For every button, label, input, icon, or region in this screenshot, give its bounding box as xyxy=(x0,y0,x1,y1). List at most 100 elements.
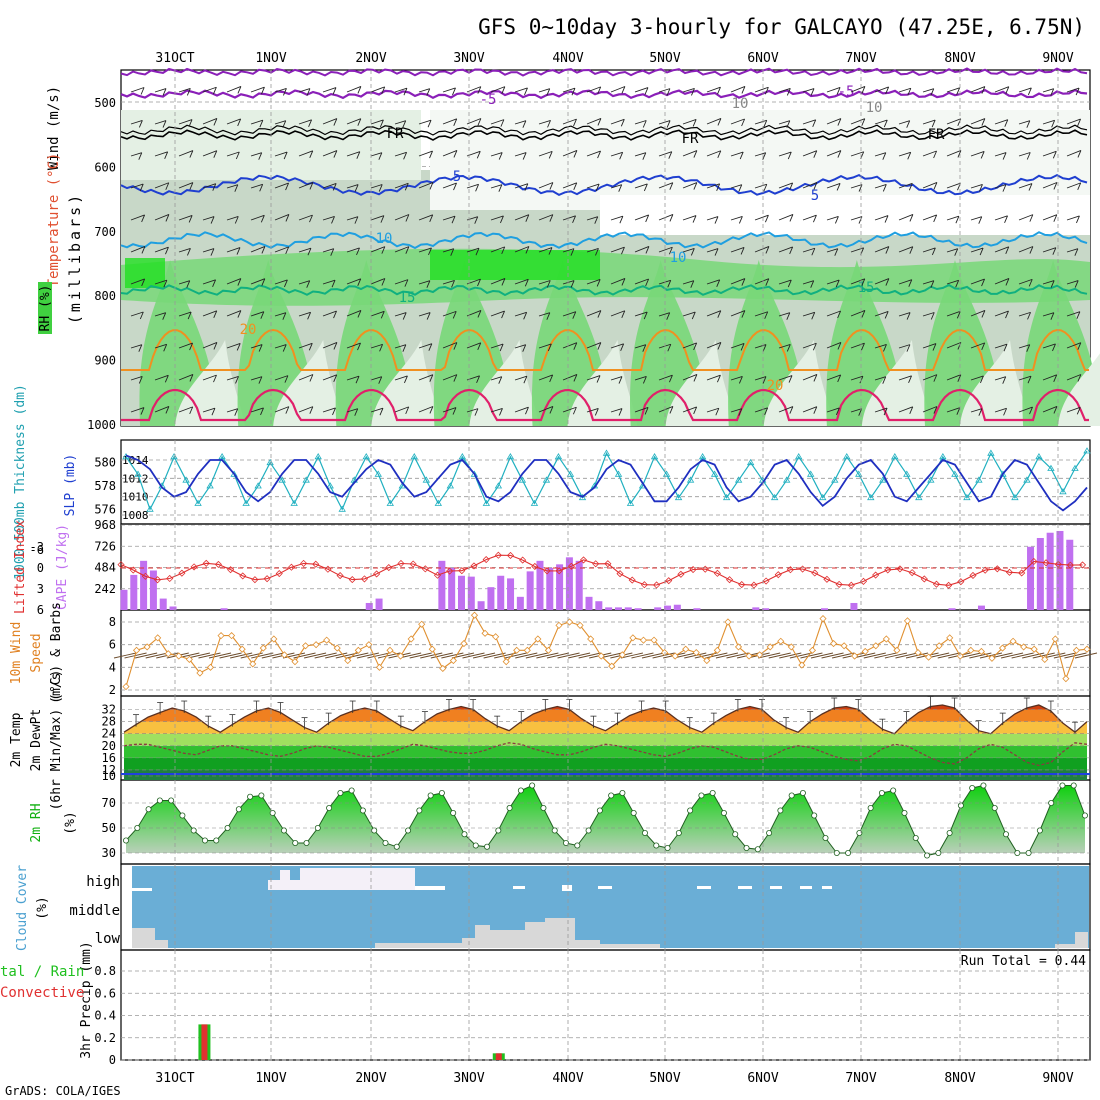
wind-barb-feather xyxy=(980,375,984,384)
li-point xyxy=(726,576,734,584)
wind-barb xyxy=(586,118,602,125)
wind-barb xyxy=(250,152,262,157)
wind-barb xyxy=(322,310,337,317)
temp-tick: 20 xyxy=(102,739,116,753)
wind-barb xyxy=(874,215,889,221)
wind-barb xyxy=(1042,88,1054,93)
wind-barb xyxy=(1066,311,1081,317)
footer-credit: GrADS: COLA/IGES xyxy=(5,1084,121,1098)
surface-barb xyxy=(874,652,897,659)
wind-speed-point xyxy=(872,642,880,650)
wind-barb xyxy=(418,119,432,125)
wind-barb xyxy=(274,151,288,157)
wind-barb-feather xyxy=(738,184,743,192)
wind-barb-feather xyxy=(186,280,191,288)
wind-barb xyxy=(850,184,863,189)
wind-speed-point xyxy=(1062,675,1070,683)
panel4-frame xyxy=(120,609,1091,697)
wind-barb xyxy=(394,344,406,349)
rh-tick: 50 xyxy=(102,821,116,835)
li-point xyxy=(616,570,624,578)
wind-barb-feather xyxy=(573,118,577,127)
rh-point xyxy=(991,805,998,812)
wind-barb xyxy=(994,86,1009,93)
thickness-point xyxy=(482,499,491,506)
wind-barb-feather xyxy=(786,344,791,352)
li-point xyxy=(275,569,283,578)
wind-barb-feather xyxy=(741,310,746,318)
wind-barb xyxy=(202,248,215,253)
wind-barb-feather xyxy=(476,375,480,384)
wind-speed-point xyxy=(576,621,584,629)
li-point xyxy=(1030,557,1038,566)
wind-barb-feather xyxy=(332,407,336,416)
wind-barb xyxy=(946,87,960,93)
wind-barb xyxy=(1018,152,1031,157)
wind-barb xyxy=(994,310,1009,317)
temp-tick: 32 xyxy=(102,703,116,717)
wind-barb-feather xyxy=(738,216,743,224)
wind-speed-point xyxy=(143,643,151,651)
wind-barb-feather xyxy=(306,88,311,96)
wind-barb-feather xyxy=(211,408,216,416)
wind-barb-feather xyxy=(882,184,887,192)
li-point xyxy=(567,562,575,570)
wind-barb xyxy=(226,408,238,413)
wind-barb xyxy=(274,214,290,221)
surface-barb xyxy=(821,652,844,659)
wind-barb-feather xyxy=(475,248,480,256)
wind-barb-feather xyxy=(861,310,866,318)
panel4-ylabel-b: Speed xyxy=(29,633,44,672)
wind-barb xyxy=(202,216,215,221)
surface-barb xyxy=(705,652,728,659)
wind-barb xyxy=(130,87,145,93)
wind-barb-feather xyxy=(1074,280,1079,288)
wind-barb xyxy=(514,214,529,221)
li-point xyxy=(214,560,222,568)
wind-barb xyxy=(490,119,505,125)
wind-barb xyxy=(922,182,938,189)
wind-barb-feather xyxy=(357,86,362,94)
li-point xyxy=(166,574,174,583)
wind-speed-point xyxy=(238,645,246,653)
panel7-ylabel-b: (%) xyxy=(35,896,50,919)
rh-point xyxy=(190,827,197,834)
wind-barb-feather xyxy=(163,280,168,288)
cape-bar xyxy=(130,574,138,610)
wind-barb-feather xyxy=(813,182,818,190)
wind-barb xyxy=(250,183,263,189)
wind-barb xyxy=(346,342,361,349)
wind-barb-feather xyxy=(1052,247,1057,255)
wind-barb-feather xyxy=(837,374,842,383)
wind-barb-feather xyxy=(861,342,865,351)
thickness-point xyxy=(542,476,551,483)
wind-barb-feather xyxy=(333,374,338,383)
thickness-point xyxy=(1035,453,1043,460)
thickness-point xyxy=(686,476,695,483)
wind-barb-feather xyxy=(738,408,743,416)
wind-barb xyxy=(1066,215,1080,221)
wind-barb-feather xyxy=(690,280,695,288)
wind-barb-feather xyxy=(404,375,408,384)
panel3-cape-li: -3 0 3 6 -6 968 726 484 242 xyxy=(30,518,1090,617)
wind-barb-feather xyxy=(308,343,313,351)
wind-barb xyxy=(178,182,194,189)
li-point xyxy=(1078,561,1087,569)
wind-speed-point xyxy=(386,646,394,654)
rh-point xyxy=(585,827,592,834)
surface-barb xyxy=(441,652,464,659)
surface-barb xyxy=(145,652,168,659)
thickness-point xyxy=(975,476,983,483)
panel2-ylabel-slp: SLP (mb) xyxy=(63,454,78,517)
wind-barb-feather xyxy=(787,151,792,160)
wind-barb xyxy=(562,280,575,285)
wind-barb-feather xyxy=(404,183,409,191)
thickness-point xyxy=(891,453,899,460)
wind-speed-point xyxy=(333,644,341,652)
cape-bar xyxy=(820,608,828,610)
wind-barb-feather xyxy=(813,215,817,223)
thickness-line xyxy=(125,450,1088,511)
wind-barb-feather xyxy=(260,311,265,319)
thickness-point xyxy=(182,476,190,483)
pressure-tick: 600 xyxy=(94,160,116,174)
